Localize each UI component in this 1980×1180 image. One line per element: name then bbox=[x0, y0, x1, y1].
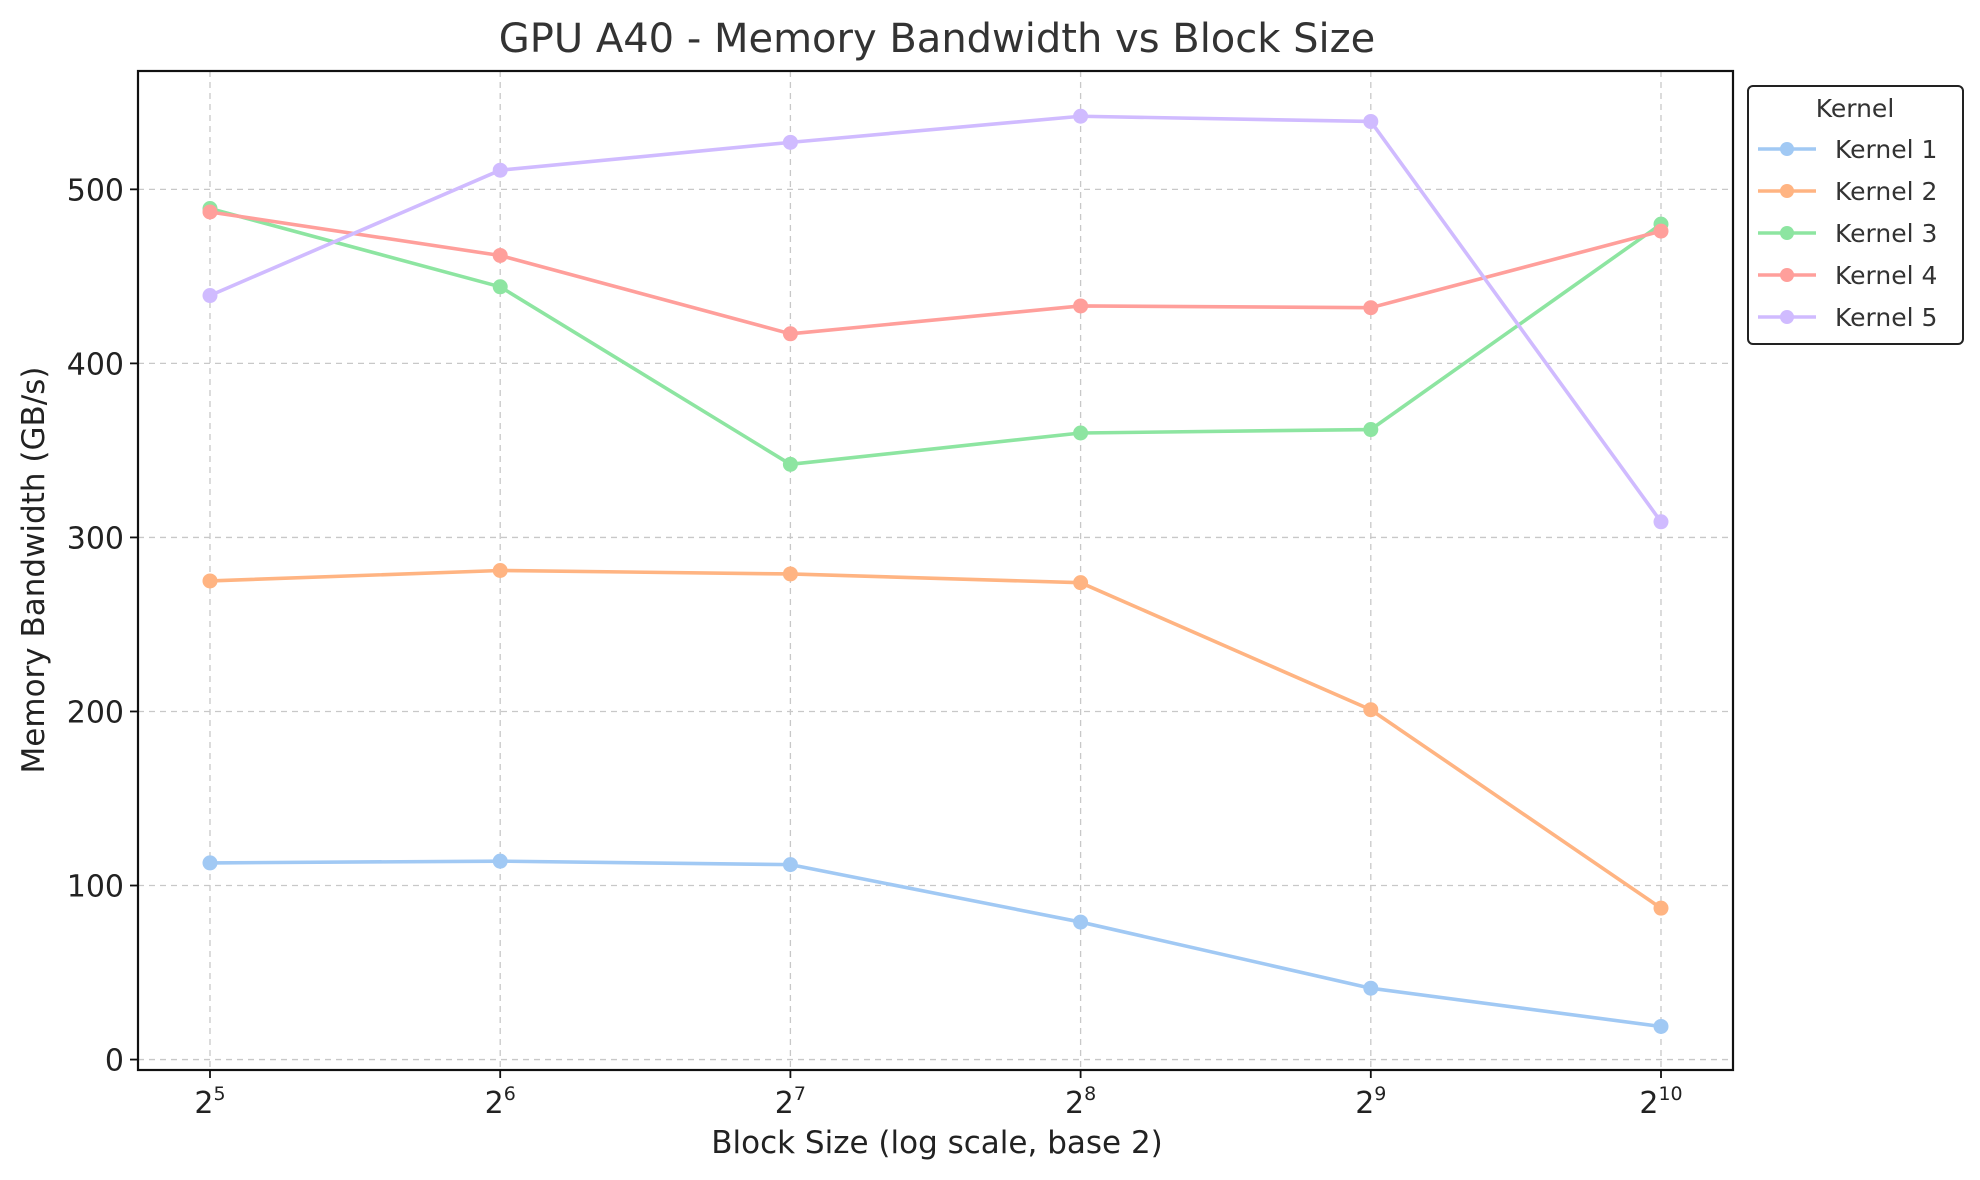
legend-item: Kernel 3 bbox=[1758, 219, 1937, 248]
data-point bbox=[492, 162, 508, 178]
data-point bbox=[1073, 575, 1089, 591]
legend-swatch-marker bbox=[1780, 268, 1794, 282]
legend-item: Kernel 4 bbox=[1758, 261, 1937, 290]
legend-label: Kernel 2 bbox=[1835, 177, 1937, 206]
data-point bbox=[492, 853, 508, 869]
series-5 bbox=[202, 108, 1669, 530]
legend-label: Kernel 4 bbox=[1835, 261, 1937, 290]
y-tick-label: 0 bbox=[105, 1044, 124, 1079]
y-tick-label: 100 bbox=[67, 870, 124, 905]
data-point bbox=[782, 326, 798, 342]
x-tick-label: 28 bbox=[1065, 1083, 1096, 1121]
data-point bbox=[1363, 113, 1379, 129]
data-point bbox=[1363, 300, 1379, 316]
data-point bbox=[782, 134, 798, 150]
y-tick-label: 300 bbox=[67, 521, 124, 556]
legend-label: Kernel 5 bbox=[1835, 303, 1937, 332]
data-point bbox=[1073, 108, 1089, 124]
data-point bbox=[1073, 914, 1089, 930]
series-3 bbox=[202, 200, 1669, 472]
data-point bbox=[1363, 702, 1379, 718]
legend-swatch-marker bbox=[1780, 310, 1794, 324]
grid bbox=[138, 71, 1733, 1070]
data-point bbox=[1653, 223, 1669, 239]
data-point bbox=[1073, 298, 1089, 314]
data-point bbox=[1653, 1018, 1669, 1034]
data-point bbox=[1363, 980, 1379, 996]
data-point bbox=[492, 563, 508, 578]
data-point bbox=[1653, 514, 1669, 530]
y-tick-label: 400 bbox=[67, 347, 124, 382]
data-point bbox=[782, 566, 798, 582]
legend-item: Kernel 1 bbox=[1758, 135, 1937, 164]
series-line bbox=[208, 210, 1663, 336]
series-4 bbox=[202, 204, 1669, 342]
y-axis-ticks: 0 100 200 300 400 500 bbox=[67, 173, 138, 1079]
series-line bbox=[208, 859, 1663, 1029]
legend-label: Kernel 3 bbox=[1835, 219, 1937, 248]
legend: Kernel Kernel 1 Kernel 2 Kernel 3 Kernel 4 K… bbox=[1747, 85, 1964, 345]
data-point bbox=[202, 288, 218, 304]
y-tick-label: 200 bbox=[67, 695, 124, 730]
legend-swatch-marker bbox=[1780, 226, 1794, 240]
series-2 bbox=[202, 563, 1669, 916]
x-axis-ticks: 25 26 27 28 29 210 bbox=[194, 1070, 1683, 1121]
data-point bbox=[492, 247, 508, 263]
y-tick-label: 500 bbox=[67, 173, 124, 208]
data-point bbox=[1363, 422, 1379, 438]
legend-swatch-marker bbox=[1780, 184, 1794, 198]
chart-title: GPU A40 - Memory Bandwidth vs Block Size bbox=[499, 16, 1376, 62]
data-point bbox=[202, 855, 218, 871]
data-point bbox=[782, 456, 798, 472]
legend-label: Kernel 1 bbox=[1835, 135, 1937, 164]
x-tick-label: 25 bbox=[194, 1083, 225, 1121]
plot-area bbox=[136, 69, 1735, 1072]
series-line bbox=[208, 114, 1663, 524]
x-tick-label: 210 bbox=[1639, 1083, 1682, 1121]
data-point bbox=[1653, 900, 1669, 916]
x-tick-label: 26 bbox=[485, 1083, 516, 1121]
series-line bbox=[208, 206, 1663, 467]
legend-swatch-marker bbox=[1780, 142, 1794, 156]
data-point bbox=[782, 857, 798, 873]
x-tick-label: 29 bbox=[1355, 1083, 1386, 1121]
series-1 bbox=[202, 853, 1669, 1034]
legend-title: Kernel bbox=[1816, 94, 1895, 123]
x-tick-label: 27 bbox=[775, 1083, 806, 1121]
legend-item: Kernel 2 bbox=[1758, 177, 1937, 206]
series-layer bbox=[202, 108, 1669, 1034]
legend-item: Kernel 5 bbox=[1758, 303, 1937, 332]
data-point bbox=[202, 573, 218, 589]
data-point bbox=[1073, 425, 1089, 441]
x-axis-label: Block Size (log scale, base 2) bbox=[711, 1125, 1163, 1161]
y-axis-label: Memory Bandwidth (GB/s) bbox=[16, 367, 52, 774]
data-point bbox=[202, 204, 218, 220]
data-point bbox=[492, 279, 508, 295]
series-line bbox=[208, 568, 1663, 910]
